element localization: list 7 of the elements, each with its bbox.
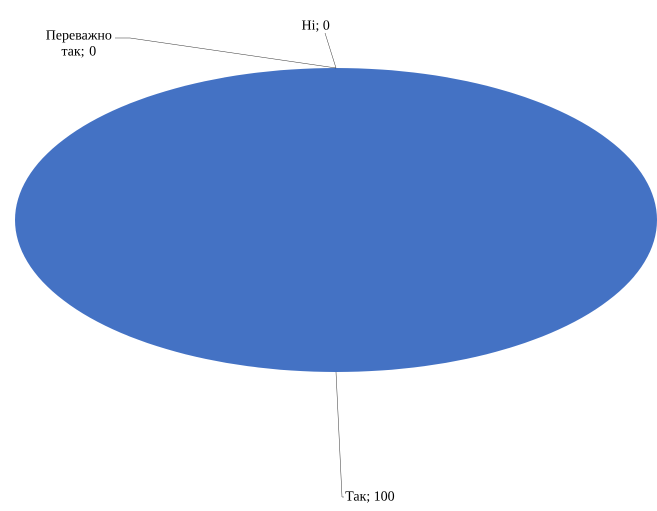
data-label: ; 100 [367, 491, 394, 503]
category-label: Ні [302, 20, 316, 30]
text: ; 0 [81, 46, 96, 58]
slice-label: Так [345, 491, 366, 501]
category-label: так [62, 48, 81, 56]
text: ; 0 [316, 20, 330, 32]
category-label: Переважно [46, 30, 112, 42]
